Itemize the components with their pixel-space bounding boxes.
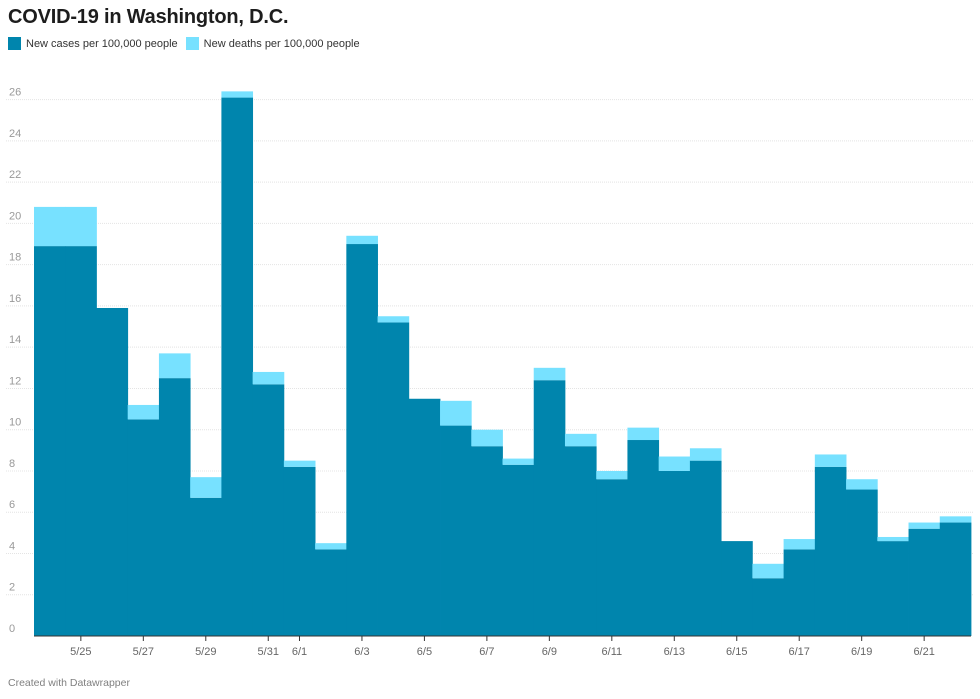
legend-label-cases: New cases per 100,000 people [26,37,178,50]
x-tick-label: 6/7 [479,646,494,658]
x-tick-label: 6/15 [726,646,747,658]
y-tick-label: 12 [9,375,21,387]
bar-cases [127,419,160,636]
bar-deaths [127,404,160,420]
bar-deaths [471,429,503,447]
bar-cases [346,244,378,636]
bar-cases [533,380,566,636]
bar-cases [96,307,129,636]
y-tick-label: 16 [9,293,21,305]
bar-deaths [596,470,628,480]
bar-deaths [221,91,254,98]
bar-deaths [783,539,816,550]
x-tick-label: 6/17 [789,646,810,658]
y-tick-label: 14 [9,334,21,346]
x-tick-label: 6/11 [602,646,623,658]
bar-deaths [939,516,972,523]
bar-cases [502,464,535,636]
x-tick-label: 5/31 [258,646,279,658]
x-tick-label: 5/27 [133,646,154,658]
y-tick-label: 20 [9,210,21,222]
y-tick-label: 10 [9,417,21,429]
bar-deaths [158,353,191,379]
bar-cases [283,466,316,636]
bar-cases [721,541,753,636]
bar-deaths [908,522,941,529]
bar-deaths [502,458,535,465]
legend: New cases per 100,000 people New deaths … [8,37,360,50]
bar-cases [846,489,878,636]
legend-item-deaths: New deaths per 100,000 people [185,37,360,50]
x-tick-label: 5/25 [70,646,91,658]
y-tick-label: 2 [9,582,15,594]
bar-cases [564,446,597,636]
bar-cases [627,440,660,636]
bar-deaths [190,477,222,498]
x-tick-label: 6/13 [664,646,685,658]
chart-title: COVID-19 in Washington, D.C. [8,6,289,28]
bar-deaths [533,367,566,381]
legend-item-cases: New cases per 100,000 people [8,37,178,50]
bar-deaths [440,400,472,426]
bar-cases [377,322,410,636]
bar-cases [221,97,254,637]
x-tick-label: 6/9 [542,646,557,658]
bar-deaths [689,448,722,461]
bar-cases [65,246,97,636]
bar-cases [877,541,909,636]
x-tick-label: 6/3 [354,646,369,658]
legend-swatch-cases [8,37,21,50]
bar-deaths [252,371,285,385]
bar-deaths [315,543,347,550]
y-tick-label: 8 [9,458,15,470]
bar-cases [34,246,66,636]
bar-cases [908,528,941,636]
x-tick-label: 6/21 [913,646,934,658]
bar-cases [658,470,691,636]
y-tick-label: 6 [9,499,15,511]
bar-deaths [658,456,691,471]
x-tick-label: 6/5 [417,646,432,658]
y-tick-label: 26 [9,87,21,99]
x-tick-label: 5/29 [195,646,216,658]
bar-cases [814,466,847,636]
legend-label-deaths: New deaths per 100,000 people [203,37,360,50]
bar-cases [252,384,285,636]
bar-deaths [846,479,878,490]
bar-deaths [34,206,66,247]
bar-deaths [346,235,378,245]
x-tick-label: 6/1 [292,646,307,658]
bar-deaths [564,433,597,447]
bar-cases [471,446,503,636]
bar-deaths [814,454,847,467]
bar-deaths [377,316,410,323]
bar-cases [190,497,222,636]
bar-deaths [752,563,784,579]
y-tick-label: 24 [9,128,21,140]
bar-deaths [877,536,909,542]
y-tick-label: 18 [9,252,21,264]
bar-cases [689,460,722,636]
footer-credit: Created with Datawrapper [8,677,130,689]
bar-cases [939,522,972,636]
y-tick-label: 0 [9,623,15,635]
legend-swatch-deaths [185,37,199,50]
x-tick-label: 6/19 [851,646,872,658]
bar-deaths [283,460,316,467]
bar-cases [596,479,628,636]
bar-cases [315,549,347,636]
bar-cases [440,425,472,636]
y-tick-label: 4 [9,540,15,552]
bar-cases [408,398,441,636]
bar-deaths [65,206,97,247]
y-tick-label: 22 [9,169,21,181]
bar-cases [783,549,816,636]
bar-cases [752,578,784,636]
bar-cases [158,378,191,636]
bar-deaths [627,427,660,441]
